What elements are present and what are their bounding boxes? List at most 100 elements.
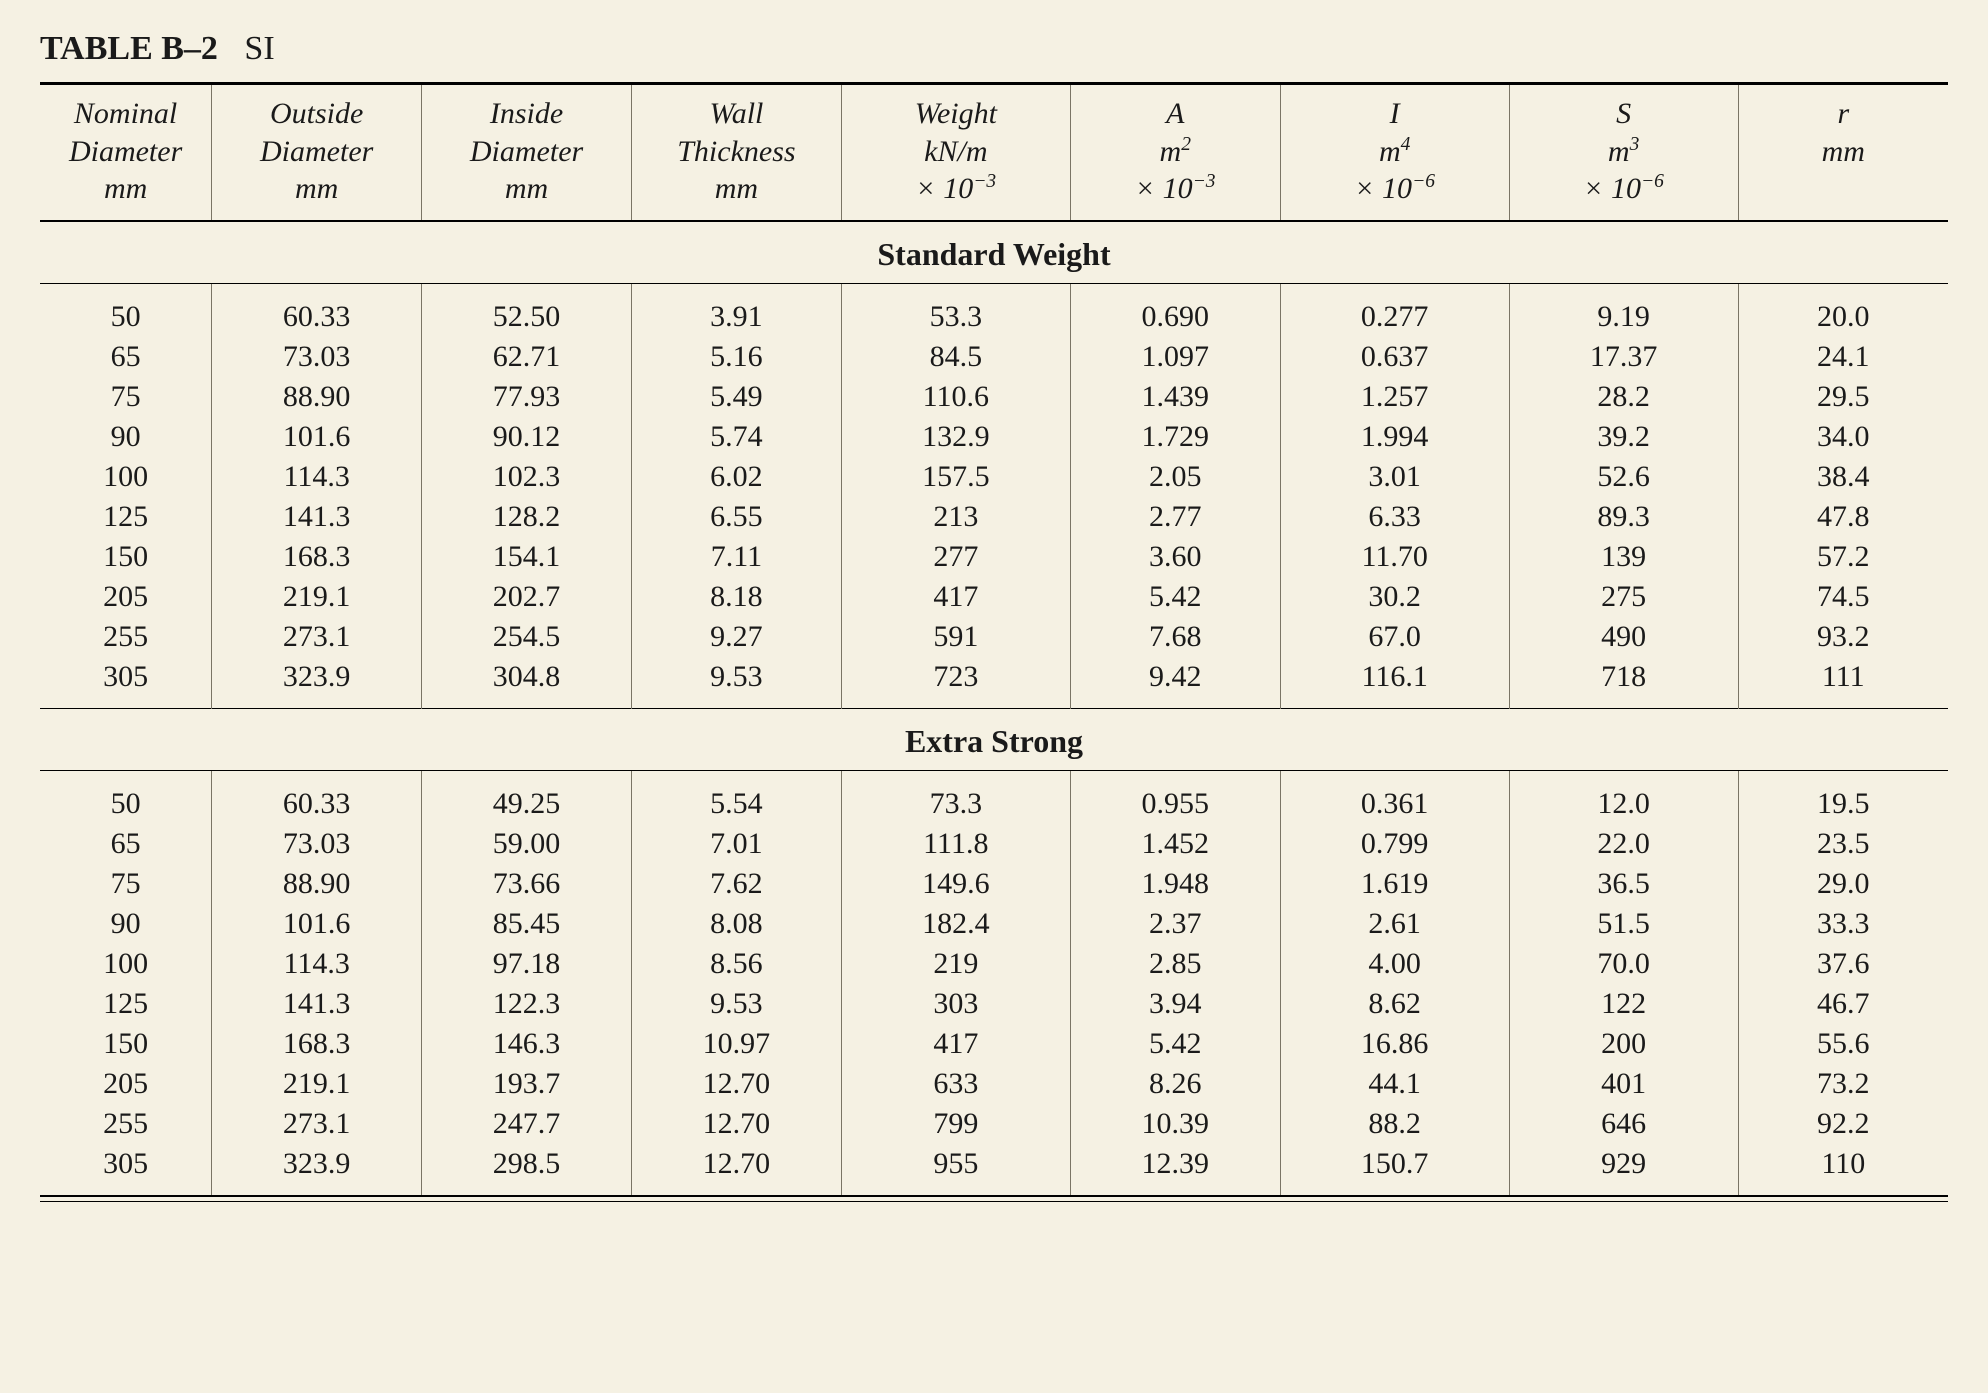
table-row: 305323.9298.512.7095512.39150.7929110 <box>40 1144 1948 1196</box>
column-header: NominalDiametermm <box>40 84 212 221</box>
table-cell: 50 <box>40 770 212 824</box>
table-row: 150168.3146.310.974175.4216.8620055.6 <box>40 1024 1948 1064</box>
table-cell: 5.16 <box>631 337 841 377</box>
table-cell: 73.3 <box>841 770 1070 824</box>
table-cell: 22.0 <box>1509 824 1738 864</box>
table-cell: 7.01 <box>631 824 841 864</box>
table-cell: 75 <box>40 864 212 904</box>
table-cell: 111 <box>1738 657 1948 709</box>
table-row: 6573.0359.007.01111.81.4520.79922.023.5 <box>40 824 1948 864</box>
table-cell: 50 <box>40 283 212 337</box>
table-cell: 12.70 <box>631 1144 841 1196</box>
table-row: 255273.1254.59.275917.6867.049093.2 <box>40 617 1948 657</box>
table-cell: 11.70 <box>1280 537 1509 577</box>
table-cell: 3.94 <box>1070 984 1280 1024</box>
table-cell: 7.62 <box>631 864 841 904</box>
table-cell: 6.55 <box>631 497 841 537</box>
table-cell: 1.257 <box>1280 377 1509 417</box>
table-cell: 1.452 <box>1070 824 1280 864</box>
table-cell: 16.86 <box>1280 1024 1509 1064</box>
table-row: 7588.9077.935.49110.61.4391.25728.229.5 <box>40 377 1948 417</box>
table-cell: 100 <box>40 457 212 497</box>
table-cell: 116.1 <box>1280 657 1509 709</box>
table-cell: 132.9 <box>841 417 1070 457</box>
table-cell: 219.1 <box>212 1064 422 1104</box>
column-header: InsideDiametermm <box>422 84 632 221</box>
table-unit: SI <box>244 30 274 67</box>
table-row: 125141.3128.26.552132.776.3389.347.8 <box>40 497 1948 537</box>
table-cell: 36.5 <box>1509 864 1738 904</box>
table-cell: 111.8 <box>841 824 1070 864</box>
table-cell: 150.7 <box>1280 1144 1509 1196</box>
table-cell: 2.05 <box>1070 457 1280 497</box>
table-cell: 955 <box>841 1144 1070 1196</box>
table-cell: 84.5 <box>841 337 1070 377</box>
table-cell: 12.70 <box>631 1064 841 1104</box>
table-cell: 33.3 <box>1738 904 1948 944</box>
table-cell: 47.8 <box>1738 497 1948 537</box>
table-cell: 20.0 <box>1738 283 1948 337</box>
table-cell: 88.90 <box>212 377 422 417</box>
table-cell: 254.5 <box>422 617 632 657</box>
table-cell: 52.50 <box>422 283 632 337</box>
table-cell: 5.42 <box>1070 1024 1280 1064</box>
table-cell: 1.948 <box>1070 864 1280 904</box>
table-row: 255273.1247.712.7079910.3988.264692.2 <box>40 1104 1948 1144</box>
table-cell: 128.2 <box>422 497 632 537</box>
table-cell: 5.74 <box>631 417 841 457</box>
table-cell: 490 <box>1509 617 1738 657</box>
section-heading-row: Extra Strong <box>40 708 1948 770</box>
table-cell: 149.6 <box>841 864 1070 904</box>
table-cell: 0.637 <box>1280 337 1509 377</box>
table-cell: 59.00 <box>422 824 632 864</box>
table-cell: 1.994 <box>1280 417 1509 457</box>
table-cell: 114.3 <box>212 457 422 497</box>
table-cell: 150 <box>40 537 212 577</box>
table-cell: 88.90 <box>212 864 422 904</box>
table-cell: 75 <box>40 377 212 417</box>
table-row: 305323.9304.89.537239.42116.1718111 <box>40 657 1948 709</box>
column-header: WeightkN/m× 10−3 <box>841 84 1070 221</box>
table-cell: 12.0 <box>1509 770 1738 824</box>
section-heading: Extra Strong <box>40 708 1948 770</box>
table-cell: 114.3 <box>212 944 422 984</box>
table-cell: 97.18 <box>422 944 632 984</box>
table-cell: 200 <box>1509 1024 1738 1064</box>
page: TABLE B–2 SI NominalDiametermmOutsideDia… <box>0 0 1988 1242</box>
table-cell: 150 <box>40 1024 212 1064</box>
table-cell: 90.12 <box>422 417 632 457</box>
table-cell: 323.9 <box>212 657 422 709</box>
table-cell: 60.33 <box>212 770 422 824</box>
table-cell: 5.54 <box>631 770 841 824</box>
table-cell: 38.4 <box>1738 457 1948 497</box>
table-row: 100114.397.188.562192.854.0070.037.6 <box>40 944 1948 984</box>
table-cell: 303 <box>841 984 1070 1024</box>
section-heading: Standard Weight <box>40 221 1948 284</box>
table-cell: 141.3 <box>212 497 422 537</box>
table-cell: 205 <box>40 577 212 617</box>
table-cell: 93.2 <box>1738 617 1948 657</box>
table-cell: 277 <box>841 537 1070 577</box>
table-row: 205219.1202.78.184175.4230.227574.5 <box>40 577 1948 617</box>
table-cell: 7.11 <box>631 537 841 577</box>
table-cell: 1.729 <box>1070 417 1280 457</box>
bottom-rule <box>40 1196 1948 1202</box>
table-cell: 67.0 <box>1280 617 1509 657</box>
table-cell: 51.5 <box>1509 904 1738 944</box>
table-cell: 247.7 <box>422 1104 632 1144</box>
table-cell: 2.37 <box>1070 904 1280 944</box>
table-row: 7588.9073.667.62149.61.9481.61936.529.0 <box>40 864 1948 904</box>
table-cell: 9.53 <box>631 984 841 1024</box>
table-cell: 9.19 <box>1509 283 1738 337</box>
table-row: 205219.1193.712.706338.2644.140173.2 <box>40 1064 1948 1104</box>
table-cell: 2.61 <box>1280 904 1509 944</box>
table-cell: 182.4 <box>841 904 1070 944</box>
table-cell: 929 <box>1509 1144 1738 1196</box>
table-cell: 90 <box>40 417 212 457</box>
table-cell: 1.097 <box>1070 337 1280 377</box>
table-number: TABLE B–2 <box>40 30 218 67</box>
table-cell: 102.3 <box>422 457 632 497</box>
table-cell: 77.93 <box>422 377 632 417</box>
table-cell: 219.1 <box>212 577 422 617</box>
table-cell: 401 <box>1509 1064 1738 1104</box>
